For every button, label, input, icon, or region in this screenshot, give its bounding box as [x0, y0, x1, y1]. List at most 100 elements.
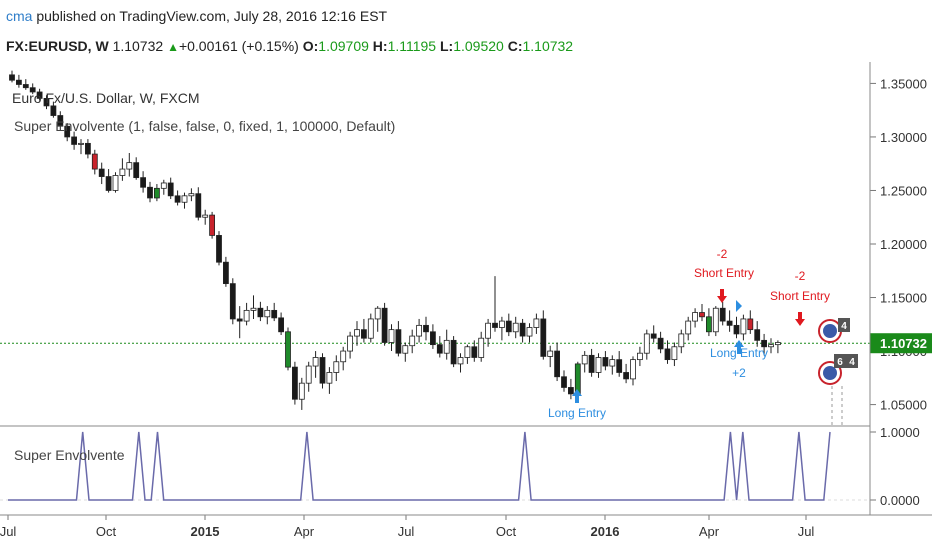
badge-count[interactable]	[846, 354, 858, 368]
candle	[43, 95, 50, 110]
candle	[471, 340, 478, 362]
candle	[229, 278, 236, 325]
candle	[374, 306, 381, 332]
candle	[533, 313, 540, 334]
candle	[64, 123, 71, 142]
candle	[388, 324, 395, 352]
candle	[436, 336, 443, 358]
chart-background	[0, 62, 932, 550]
price-tick-label: 1.20000	[880, 237, 927, 252]
candle	[643, 329, 650, 360]
candle	[50, 101, 57, 118]
candle	[174, 190, 181, 206]
candle	[768, 338, 774, 354]
time-tick-label: Jul	[0, 524, 16, 539]
symbol-name[interactable]: FX:EURUSD, W	[6, 38, 109, 54]
candle	[464, 344, 471, 364]
candle	[209, 211, 216, 239]
candle	[243, 302, 250, 326]
open-label: O:	[302, 38, 319, 54]
candle	[692, 308, 698, 328]
symbol-line: FX:EURUSD, W 1.10732 ▲+0.00161 (+0.15%) …	[6, 38, 573, 54]
candle	[354, 321, 360, 346]
candle	[505, 313, 512, 337]
candle	[581, 351, 588, 373]
time-tick-label: Jul	[798, 524, 815, 539]
long-qty-label: +2	[732, 366, 746, 380]
candle	[588, 348, 595, 377]
candle	[526, 323, 533, 343]
candle	[547, 345, 554, 368]
candle	[457, 353, 464, 373]
indicator-pane-title[interactable]: Super Envolvente	[14, 447, 125, 463]
high-label: H:	[372, 38, 388, 54]
time-tick-label: 2015	[191, 524, 220, 539]
candle	[568, 378, 574, 400]
long-entry-arrow-icon	[572, 389, 582, 403]
candle	[478, 331, 485, 362]
price-change: +0.00161 (+0.15%)	[178, 38, 299, 54]
last-price-tag-label: 1.10732	[880, 336, 927, 351]
candles	[9, 70, 781, 410]
candle	[395, 321, 402, 357]
candle	[747, 310, 754, 334]
candle	[664, 340, 671, 364]
marker-icon	[736, 300, 742, 312]
chart-header: cma published on TradingView.com, July 2…	[0, 0, 932, 62]
candle	[554, 342, 560, 382]
candle	[761, 333, 767, 356]
price-tick-label: 1.15000	[880, 291, 927, 306]
candle	[609, 355, 616, 375]
candle	[561, 370, 567, 392]
candle	[602, 351, 609, 371]
us-flag-icon-inner	[823, 366, 837, 380]
indicator-line	[8, 431, 831, 501]
candle	[409, 329, 416, 354]
badge-count[interactable]	[834, 354, 846, 368]
high-value: 1.11195	[387, 38, 437, 54]
candle	[271, 302, 278, 322]
candle	[657, 331, 664, 354]
candle	[78, 139, 84, 155]
candle	[402, 342, 409, 362]
candle	[181, 192, 188, 209]
candle	[699, 303, 705, 322]
price-tick-label: 1.30000	[880, 130, 927, 145]
candle	[423, 316, 429, 341]
time-tick-label: Apr	[699, 524, 720, 539]
candle	[250, 295, 257, 319]
candle	[9, 70, 15, 83]
short-qty-label: -2	[717, 247, 728, 261]
candle	[195, 187, 202, 221]
candle	[312, 351, 319, 378]
badge-count[interactable]	[838, 318, 850, 332]
close-label: C:	[507, 38, 523, 54]
candle	[678, 329, 685, 354]
badge-count-label: 4	[841, 321, 847, 332]
candle	[36, 88, 43, 101]
time-tick-label: Oct	[96, 524, 117, 539]
candle	[278, 312, 285, 335]
indicator-legend[interactable]: Super Envolvente (1, false, false, 0, fi…	[14, 118, 395, 134]
candle	[133, 157, 140, 180]
candle	[202, 209, 209, 225]
candle	[754, 321, 761, 347]
candle	[160, 179, 167, 195]
candle	[112, 172, 119, 193]
axes: 1.350001.300001.250001.200001.150001.100…	[0, 76, 932, 539]
candle	[257, 301, 264, 322]
candle	[71, 131, 77, 150]
candle	[623, 363, 629, 384]
candle	[285, 327, 291, 371]
long-entry-label: Long Entry	[710, 346, 768, 360]
author-link[interactable]: cma	[6, 8, 33, 24]
candle	[319, 353, 326, 389]
candle	[637, 346, 643, 367]
candle	[775, 340, 781, 354]
time-tick-label: 2016	[591, 524, 620, 539]
short-qty-label: -2	[795, 269, 806, 283]
close-value: 1.10732	[522, 38, 574, 54]
badge-count-label: 6	[837, 357, 843, 368]
low-value: 1.09520	[453, 38, 504, 54]
